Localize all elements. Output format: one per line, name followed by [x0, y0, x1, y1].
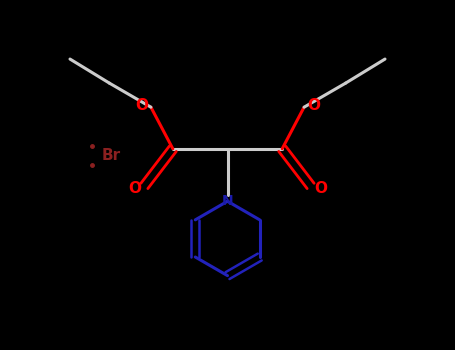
- Text: O: O: [128, 181, 141, 196]
- Text: O: O: [135, 98, 148, 112]
- Text: O: O: [314, 181, 327, 196]
- Text: O: O: [307, 98, 320, 112]
- Text: Br: Br: [102, 148, 121, 163]
- Text: N: N: [222, 194, 233, 208]
